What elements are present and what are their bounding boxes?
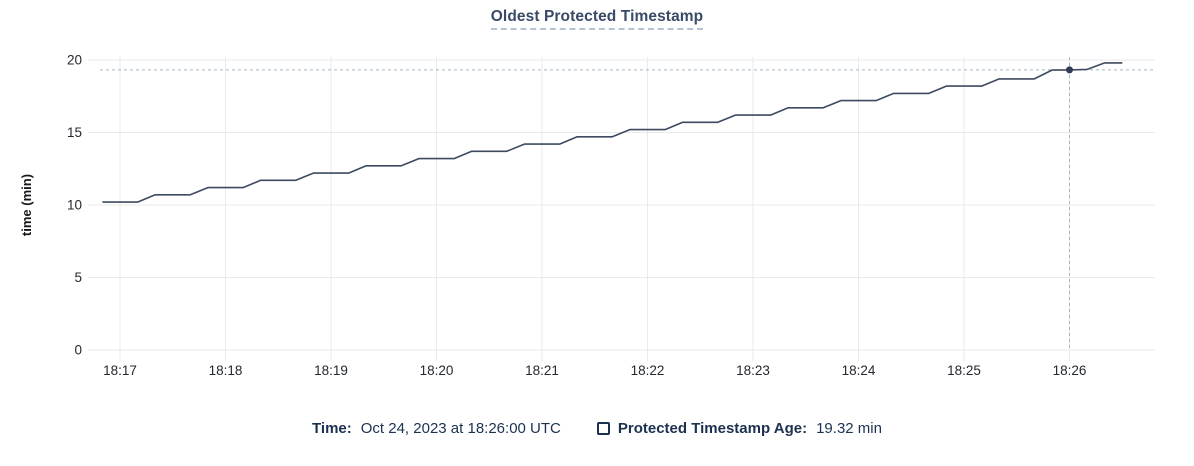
svg-text:18:21: 18:21	[525, 363, 559, 378]
svg-text:15: 15	[67, 125, 82, 140]
svg-text:10: 10	[67, 198, 82, 213]
legend-series-item: Protected Timestamp Age: 19.32 min	[596, 420, 882, 437]
legend-time-label: Time:	[312, 420, 352, 437]
svg-text:5: 5	[74, 270, 82, 285]
svg-text:18:22: 18:22	[631, 363, 665, 378]
svg-text:18:18: 18:18	[209, 363, 243, 378]
svg-text:0: 0	[74, 343, 82, 358]
legend-time-value: Oct 24, 2023 at 18:26:00 UTC	[360, 420, 561, 437]
series-line	[102, 62, 1123, 203]
tooltip-legend: Time: Oct 24, 2023 at 18:26:00 UTC Prote…	[0, 420, 1194, 437]
y-axis-label: time (min)	[19, 174, 34, 236]
legend-series-value: 19.32 min	[816, 420, 882, 437]
chart-title[interactable]: Oldest Protected Timestamp	[490, 8, 704, 30]
svg-text:18:26: 18:26	[1053, 363, 1087, 378]
svg-text:18:25: 18:25	[947, 363, 981, 378]
svg-text:18:19: 18:19	[314, 363, 348, 378]
svg-text:20: 20	[67, 53, 82, 68]
svg-text:18:24: 18:24	[842, 363, 876, 378]
legend-time-item: Time: Oct 24, 2023 at 18:26:00 UTC	[312, 420, 561, 437]
svg-text:18:23: 18:23	[736, 363, 770, 378]
chart-title-row: Oldest Protected Timestamp	[0, 8, 1194, 30]
legend-series-label: Protected Timestamp Age:	[617, 420, 808, 437]
series-swatch-icon	[596, 422, 610, 435]
chart-plot-area[interactable]: time (min) 0 5 10 15 20 18:17 18:18 18:19 18:20 1…	[0, 0, 1194, 396]
svg-text:18:20: 18:20	[420, 363, 454, 378]
hover-point	[1066, 66, 1073, 74]
svg-text:18:17: 18:17	[103, 363, 137, 378]
